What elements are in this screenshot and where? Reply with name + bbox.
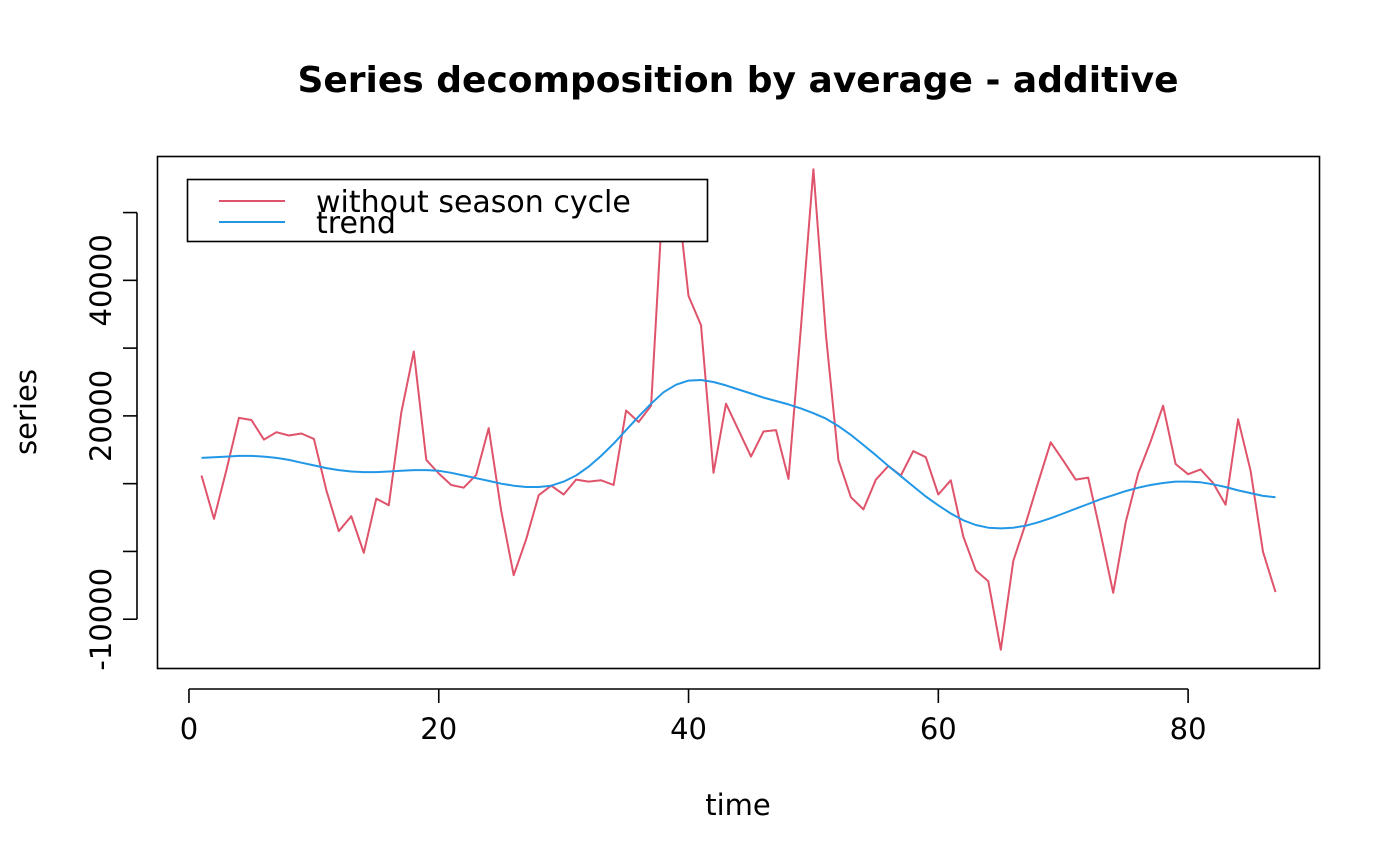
x-axis-label: time: [705, 788, 771, 822]
x-tick-label: 0: [180, 712, 198, 746]
legend-box: [186, 178, 709, 243]
y-tick-label: 40000: [84, 234, 118, 326]
plot-area: [156, 155, 1321, 670]
y-tick-label: -10000: [84, 568, 118, 671]
y-axis-label: series: [9, 369, 43, 455]
y-tick-label: 20000: [84, 370, 118, 462]
chart-title: Series decomposition by average - additi…: [297, 60, 1178, 101]
legend-label-without-season-cycle: without season cycle: [316, 185, 631, 220]
legend-label-trend: trend: [316, 206, 396, 241]
series-line-1: [201, 379, 1276, 530]
series-layer: [200, 168, 1277, 651]
x-tick-label: 40: [670, 712, 707, 746]
y-axis: -10000 20000 40000: [84, 211, 138, 671]
series-line-0: [200, 168, 1277, 651]
x-tick-label: 60: [920, 712, 957, 746]
legend: without season cycle trend: [186, 178, 709, 243]
x-tick-label: 80: [1170, 712, 1207, 746]
x-axis: 0 20 40 60 80: [180, 688, 1207, 746]
x-tick-label: 20: [420, 712, 457, 746]
